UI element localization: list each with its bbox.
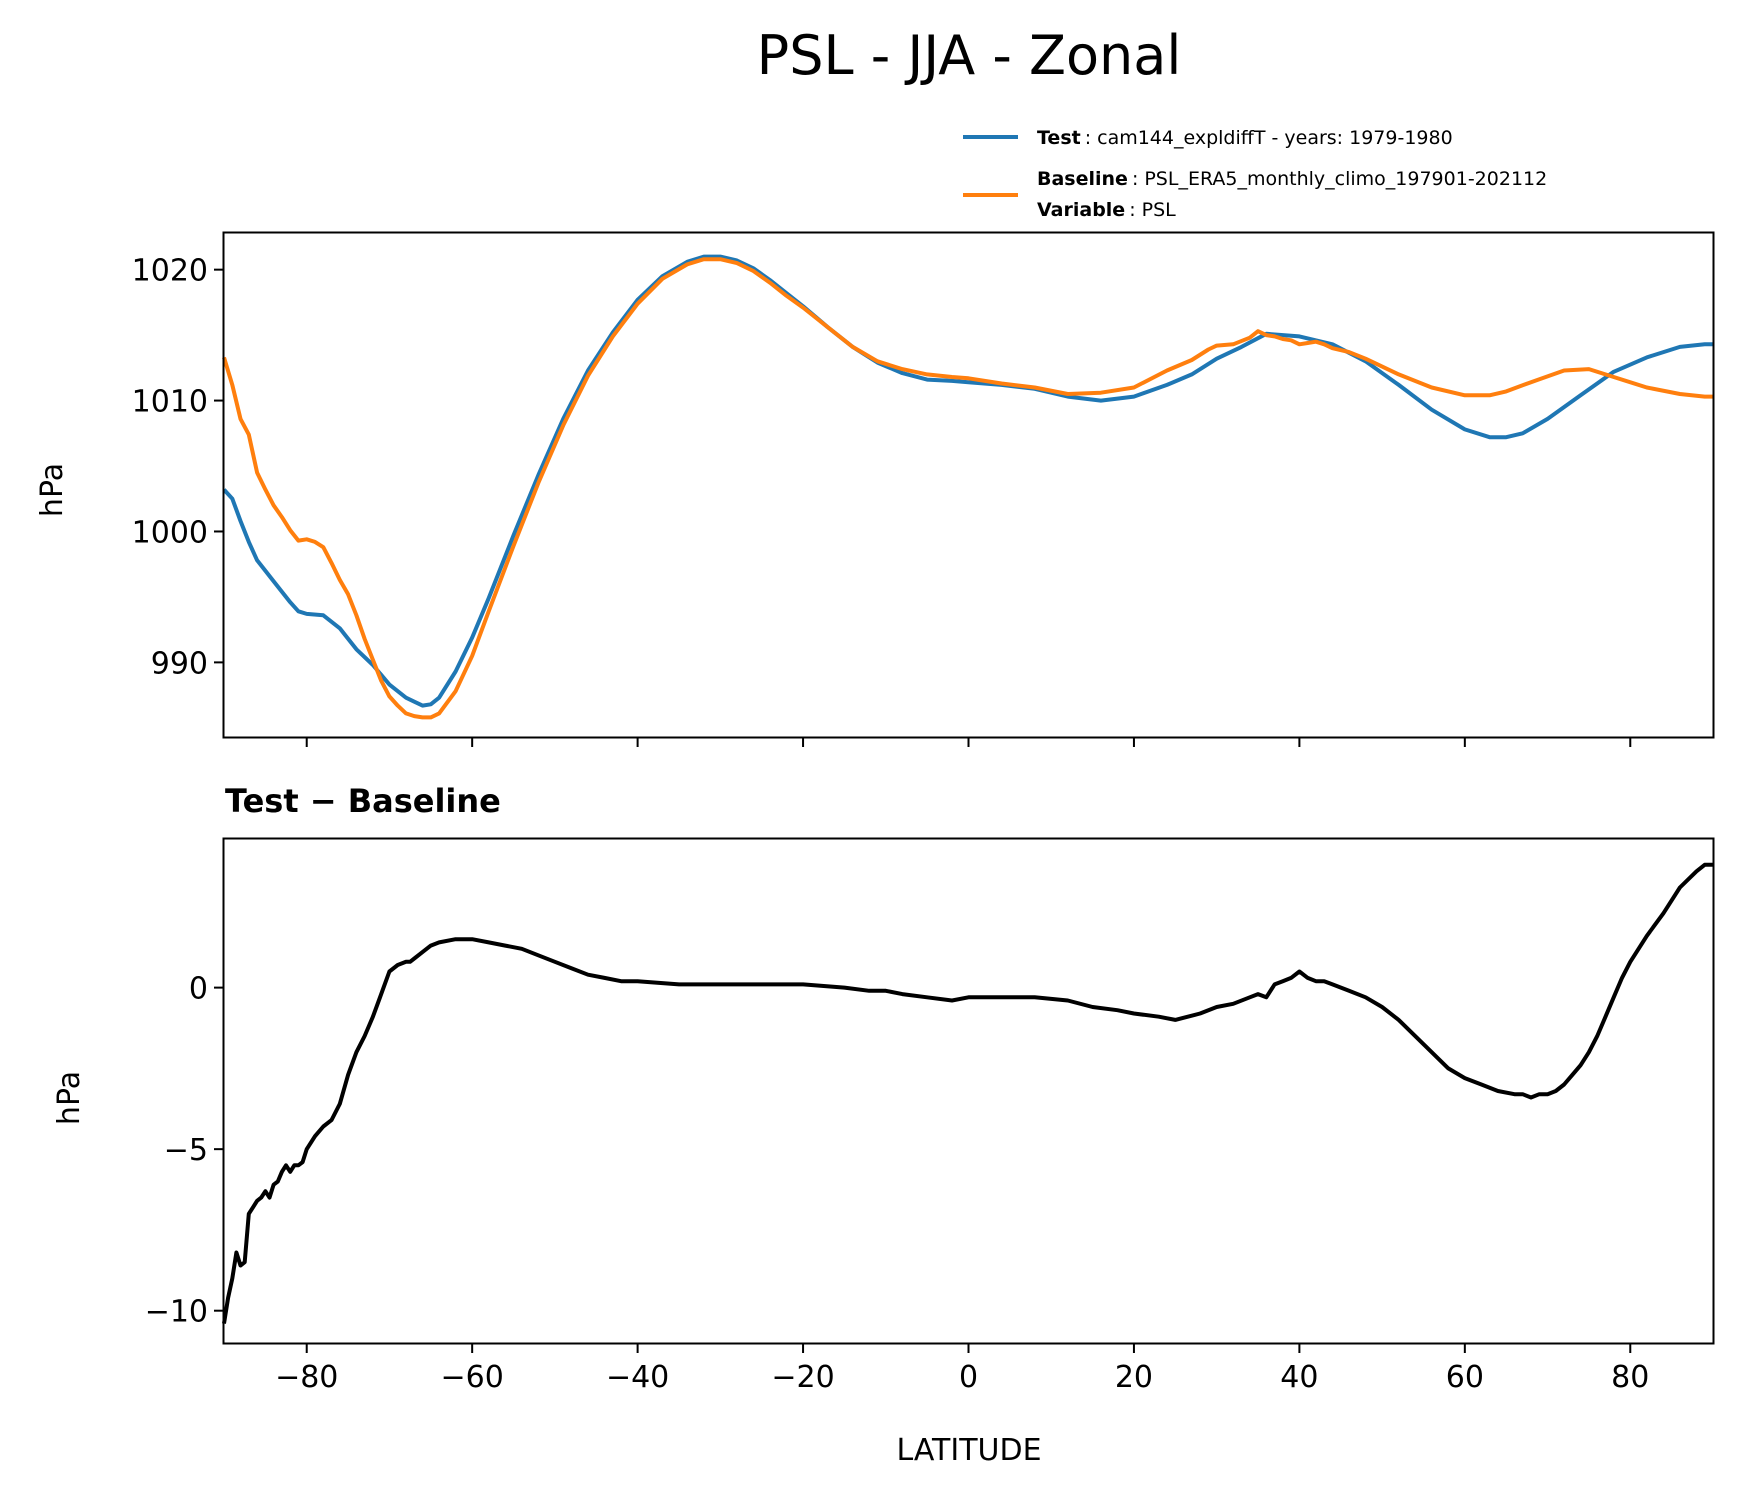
- psl-zonal-ytick-label: 1010: [132, 385, 208, 420]
- difference-panel-title: Test − Baseline: [225, 782, 501, 820]
- legend-test-text: cam144_expldiffT - years: 1979-1980: [1097, 127, 1453, 149]
- legend: Test: cam144_expldiffT - years: 1979-1980…: [963, 127, 1547, 221]
- difference-axes-frame: [222, 837, 1715, 1345]
- legend-test-label: Test: [1037, 127, 1081, 149]
- legend-variable-text: PSL: [1142, 199, 1177, 221]
- legend-baseline-entry: Baseline: PSL_ERA5_monthly_climo_197901-2…: [1037, 168, 1547, 190]
- psl-zonal-ytick-label: 1000: [132, 515, 208, 550]
- legend-baseline-label: Baseline: [1037, 168, 1128, 190]
- difference-line: [222, 862, 1713, 1324]
- difference-ytick-label: −10: [145, 1295, 208, 1330]
- figure-title: PSL - JJA - Zonal: [757, 24, 1182, 87]
- legend-variable-label: Variable: [1037, 199, 1125, 221]
- difference-xtick-label: −40: [606, 1360, 669, 1395]
- difference-xtick-label: 80: [1611, 1360, 1649, 1395]
- difference-xtick-label: −60: [441, 1360, 504, 1395]
- baseline-line: [222, 257, 1713, 720]
- difference-ytick-label: −5: [164, 1133, 208, 1168]
- difference-panel: Test − Baseline −80 −60 −40 −20 0 20 40 60 80 −10…: [52, 782, 1715, 1468]
- psl-zonal-panel: 990 1000 1010 1020 hPa: [35, 231, 1715, 747]
- difference-ylabel: hPa: [52, 1071, 87, 1125]
- difference-xtick-label: 60: [1446, 1360, 1484, 1395]
- legend-variable-entry: Variable: PSL: [1037, 199, 1176, 221]
- psl-zonal-ytick-label: 1020: [132, 254, 208, 289]
- legend-test-entry: Test: cam144_expldiffT - years: 1979-1980: [1037, 127, 1453, 149]
- difference-xtick-label: 0: [959, 1360, 978, 1395]
- psl-zonal-ylabel: hPa: [35, 463, 70, 517]
- difference-xtick-label: 40: [1280, 1360, 1318, 1395]
- psl-zonal-ytick-label: 990: [151, 646, 208, 681]
- test-line: [222, 254, 1713, 708]
- legend-baseline-text: PSL_ERA5_monthly_climo_197901-202112: [1144, 168, 1547, 190]
- difference-xlabel: LATITUDE: [896, 1433, 1041, 1468]
- difference-xtick-label: −20: [771, 1360, 834, 1395]
- psl-zonal-axes-frame: [222, 231, 1715, 739]
- difference-xtick-label: 20: [1115, 1360, 1153, 1395]
- difference-xtick-label: −80: [275, 1360, 338, 1395]
- difference-ytick-label: 0: [189, 972, 208, 1007]
